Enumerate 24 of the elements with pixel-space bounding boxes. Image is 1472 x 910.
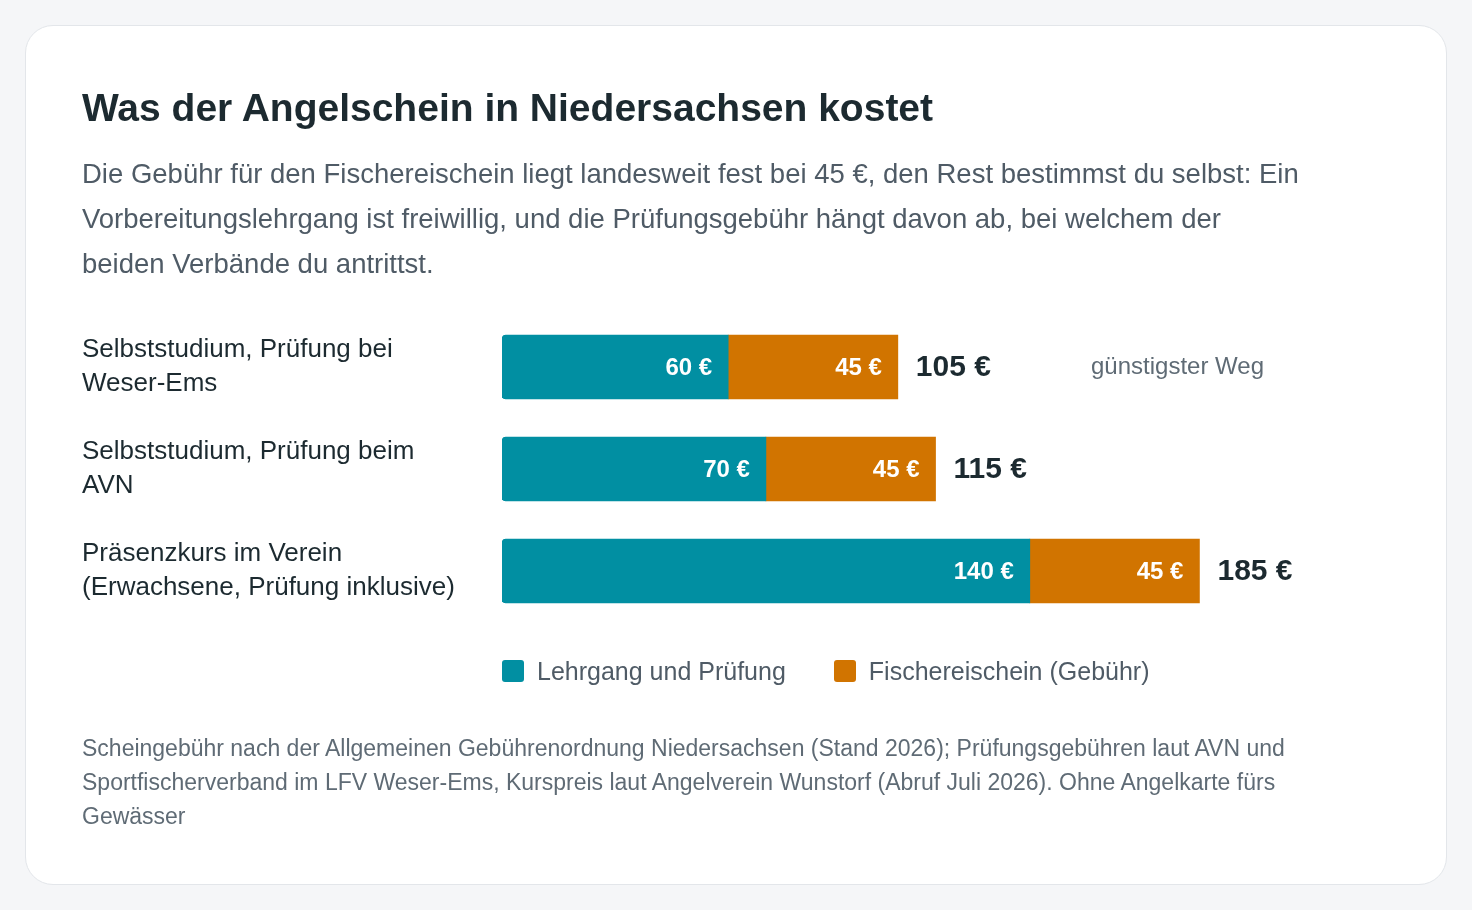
data-label: 45 €	[872, 454, 920, 482]
total-label: 105 €	[915, 349, 992, 383]
text: Scheingebühr nach der Allgemeinen Gebührenordnung Niedersachsen (Stand 2026); Prüfungsgebühren laut AVN und Sportfischerverband im LFV Weser-Ems, Kurspreis laut Angelverein Wunstorf (Abruf Juli 2026). Ohne Angelkarte fürs Gewässer	[82, 734, 1286, 831]
total-label: 115 €	[953, 451, 1028, 485]
data-label: 140 €	[953, 556, 1014, 584]
legend-label: Lehrgang und Prüfung	[537, 656, 786, 686]
data-label: 70 €	[703, 454, 750, 482]
chart-subtitle: Die Gebühr für den Fischereischein liegt landesweit fest bei 45 €, den Rest bestimmst du selbst: Ein Vorbereitungslehrgang ist freiwillig, und die Prüfungsgebühr hängt davon ab, bei welchem der beiden Verbände du antrittst.	[82, 157, 1300, 281]
bar	[502, 334, 729, 400]
legend-label: Fischereischein (Gebühr)	[868, 656, 1150, 686]
bar	[502, 538, 1031, 604]
bar	[727, 334, 899, 400]
bar	[1029, 538, 1200, 604]
y-tick-label: Selbststudium, Prüfung bei Weser-Ems	[82, 333, 393, 398]
y-tick-label: Selbststudium, Prüfung beim AVN	[82, 435, 415, 500]
bar	[765, 436, 936, 502]
data-label: 45 €	[835, 352, 882, 380]
data-label: 60 €	[665, 352, 713, 380]
chart-title: Was der Angelschein in Niedersachsen kostet	[82, 85, 934, 131]
annotation: günstigster Weg	[1091, 351, 1264, 379]
data-label: 45 €	[1136, 556, 1184, 584]
bar	[502, 436, 767, 502]
y-tick-label: Präsenzkurs im Verein (Erwachsene, Prüfung inklusive)	[82, 537, 455, 602]
total-label: 185 €	[1217, 553, 1293, 587]
